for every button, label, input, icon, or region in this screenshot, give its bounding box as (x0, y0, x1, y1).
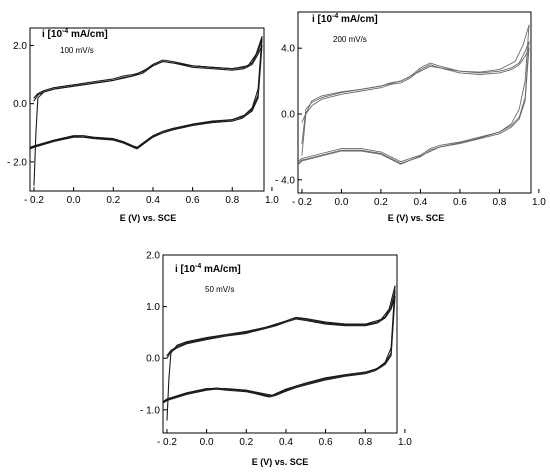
y-axis-label-exponent: -4 (195, 263, 201, 270)
y-tick-label: 0.0 (146, 354, 160, 365)
x-tick-label: 0.8 (358, 437, 372, 448)
cv-trace-5 (166, 285, 396, 421)
cv-panel-1: - 0.2 0.0 0.2 0.4 0.6 0.8 1.0 - 2.0 0.0 2.0 i [10-… (7, 27, 279, 223)
y-axis-label-unit: mA/cm] (338, 14, 377, 25)
y-tick-label: - 2.0 (7, 157, 27, 168)
cv-trace-5 (301, 24, 530, 123)
cv-trace-2 (163, 290, 396, 403)
x-tick-label: 0.4 (413, 197, 427, 208)
y-tick-label: 2.0 (13, 41, 27, 52)
x-tick-label: 0.8 (492, 197, 506, 208)
cv-trace-3 (166, 295, 396, 359)
cv-curves (298, 24, 530, 166)
cv-trace-2 (298, 47, 530, 164)
x-tick-label: 0.6 (186, 195, 200, 206)
x-tick-label: 1.0 (398, 437, 412, 448)
y-axis-label-main: i [10 (175, 264, 195, 275)
cv-trace-4 (163, 295, 396, 404)
x-tick-label: 0.2 (239, 437, 253, 448)
cv-curves (163, 285, 396, 421)
plot-frame (297, 11, 532, 194)
plot-frame (29, 27, 265, 192)
x-tick-label: - 0.2 (157, 437, 177, 448)
x-tick-label: 0.2 (106, 195, 120, 206)
y-axis-label-unit: mA/cm] (68, 29, 107, 40)
y-tick-label: 2.0 (146, 251, 160, 262)
x-tick-label: 0.4 (279, 437, 293, 448)
x-tick-label: 0.4 (146, 195, 160, 206)
y-axis-label-unit: mA/cm] (201, 264, 240, 275)
x-tick-label: 1.0 (265, 195, 279, 206)
y-tick-label: - 4.0 (275, 175, 295, 186)
y-axis-label: i [10-4 mA/cm] (312, 13, 378, 25)
cv-trace-2 (30, 39, 263, 148)
cv-trace-4 (30, 44, 263, 150)
x-tick-label: 0.0 (67, 195, 81, 206)
y-axis-label-exponent: -4 (332, 13, 338, 20)
cv-trace-3 (301, 41, 530, 145)
x-tick-label: 0.6 (453, 197, 467, 208)
y-axis-label-exponent: -4 (62, 28, 68, 35)
cv-trace-6 (30, 36, 263, 149)
cv-curves (30, 36, 263, 186)
cv-panel-3: - 0.2 0.0 0.2 0.4 0.6 0.8 1.0 - 1.0 0.0 1.0 2.0 i [… (140, 251, 412, 468)
cv-panel-2: - 0.2 0.0 0.2 0.4 0.6 0.8 1.0 - 4.0 0.0 4.0 i [10-… (275, 11, 546, 223)
x-tick-label: - 0.2 (292, 197, 312, 208)
x-tick-label: 0.8 (225, 195, 239, 206)
x-axis-label: E (V) vs. SCE (252, 457, 309, 467)
y-tick-label: 0.0 (13, 99, 27, 110)
x-tick-label: 1.0 (532, 197, 546, 208)
x-axis-label: E (V) vs. SCE (120, 213, 177, 223)
plot-frame (162, 254, 398, 434)
cv-trace-5 (33, 36, 263, 186)
cv-trace-6 (298, 24, 530, 166)
cv-trace-1 (301, 47, 530, 156)
x-tick-label: 0.2 (374, 197, 388, 208)
y-tick-label: 0.0 (281, 110, 295, 121)
x-tick-label: - 0.2 (24, 195, 44, 206)
scan-rate-annotation: 200 mV/s (333, 35, 367, 44)
y-axis-label: i [10-4 mA/cm] (175, 263, 241, 275)
x-tick-label: 0.6 (319, 437, 333, 448)
scan-rate-annotation: 100 mV/s (60, 46, 94, 55)
x-axis-label: E (V) vs. SCE (388, 213, 445, 223)
y-tick-label: - 1.0 (140, 405, 160, 416)
y-axis-label: i [10-4 mA/cm] (42, 28, 108, 40)
y-axis-label-main: i [10 (312, 14, 332, 25)
x-tick-label: 0.0 (200, 437, 214, 448)
y-tick-label: 4.0 (281, 44, 295, 55)
cv-trace-6 (163, 285, 396, 403)
x-tick-label: 0.0 (334, 197, 348, 208)
y-axis-label-main: i [10 (42, 29, 62, 40)
scan-rate-annotation: 50 mV/s (205, 285, 234, 294)
y-tick-label: 1.0 (146, 302, 160, 313)
cv-trace-4 (298, 41, 530, 163)
